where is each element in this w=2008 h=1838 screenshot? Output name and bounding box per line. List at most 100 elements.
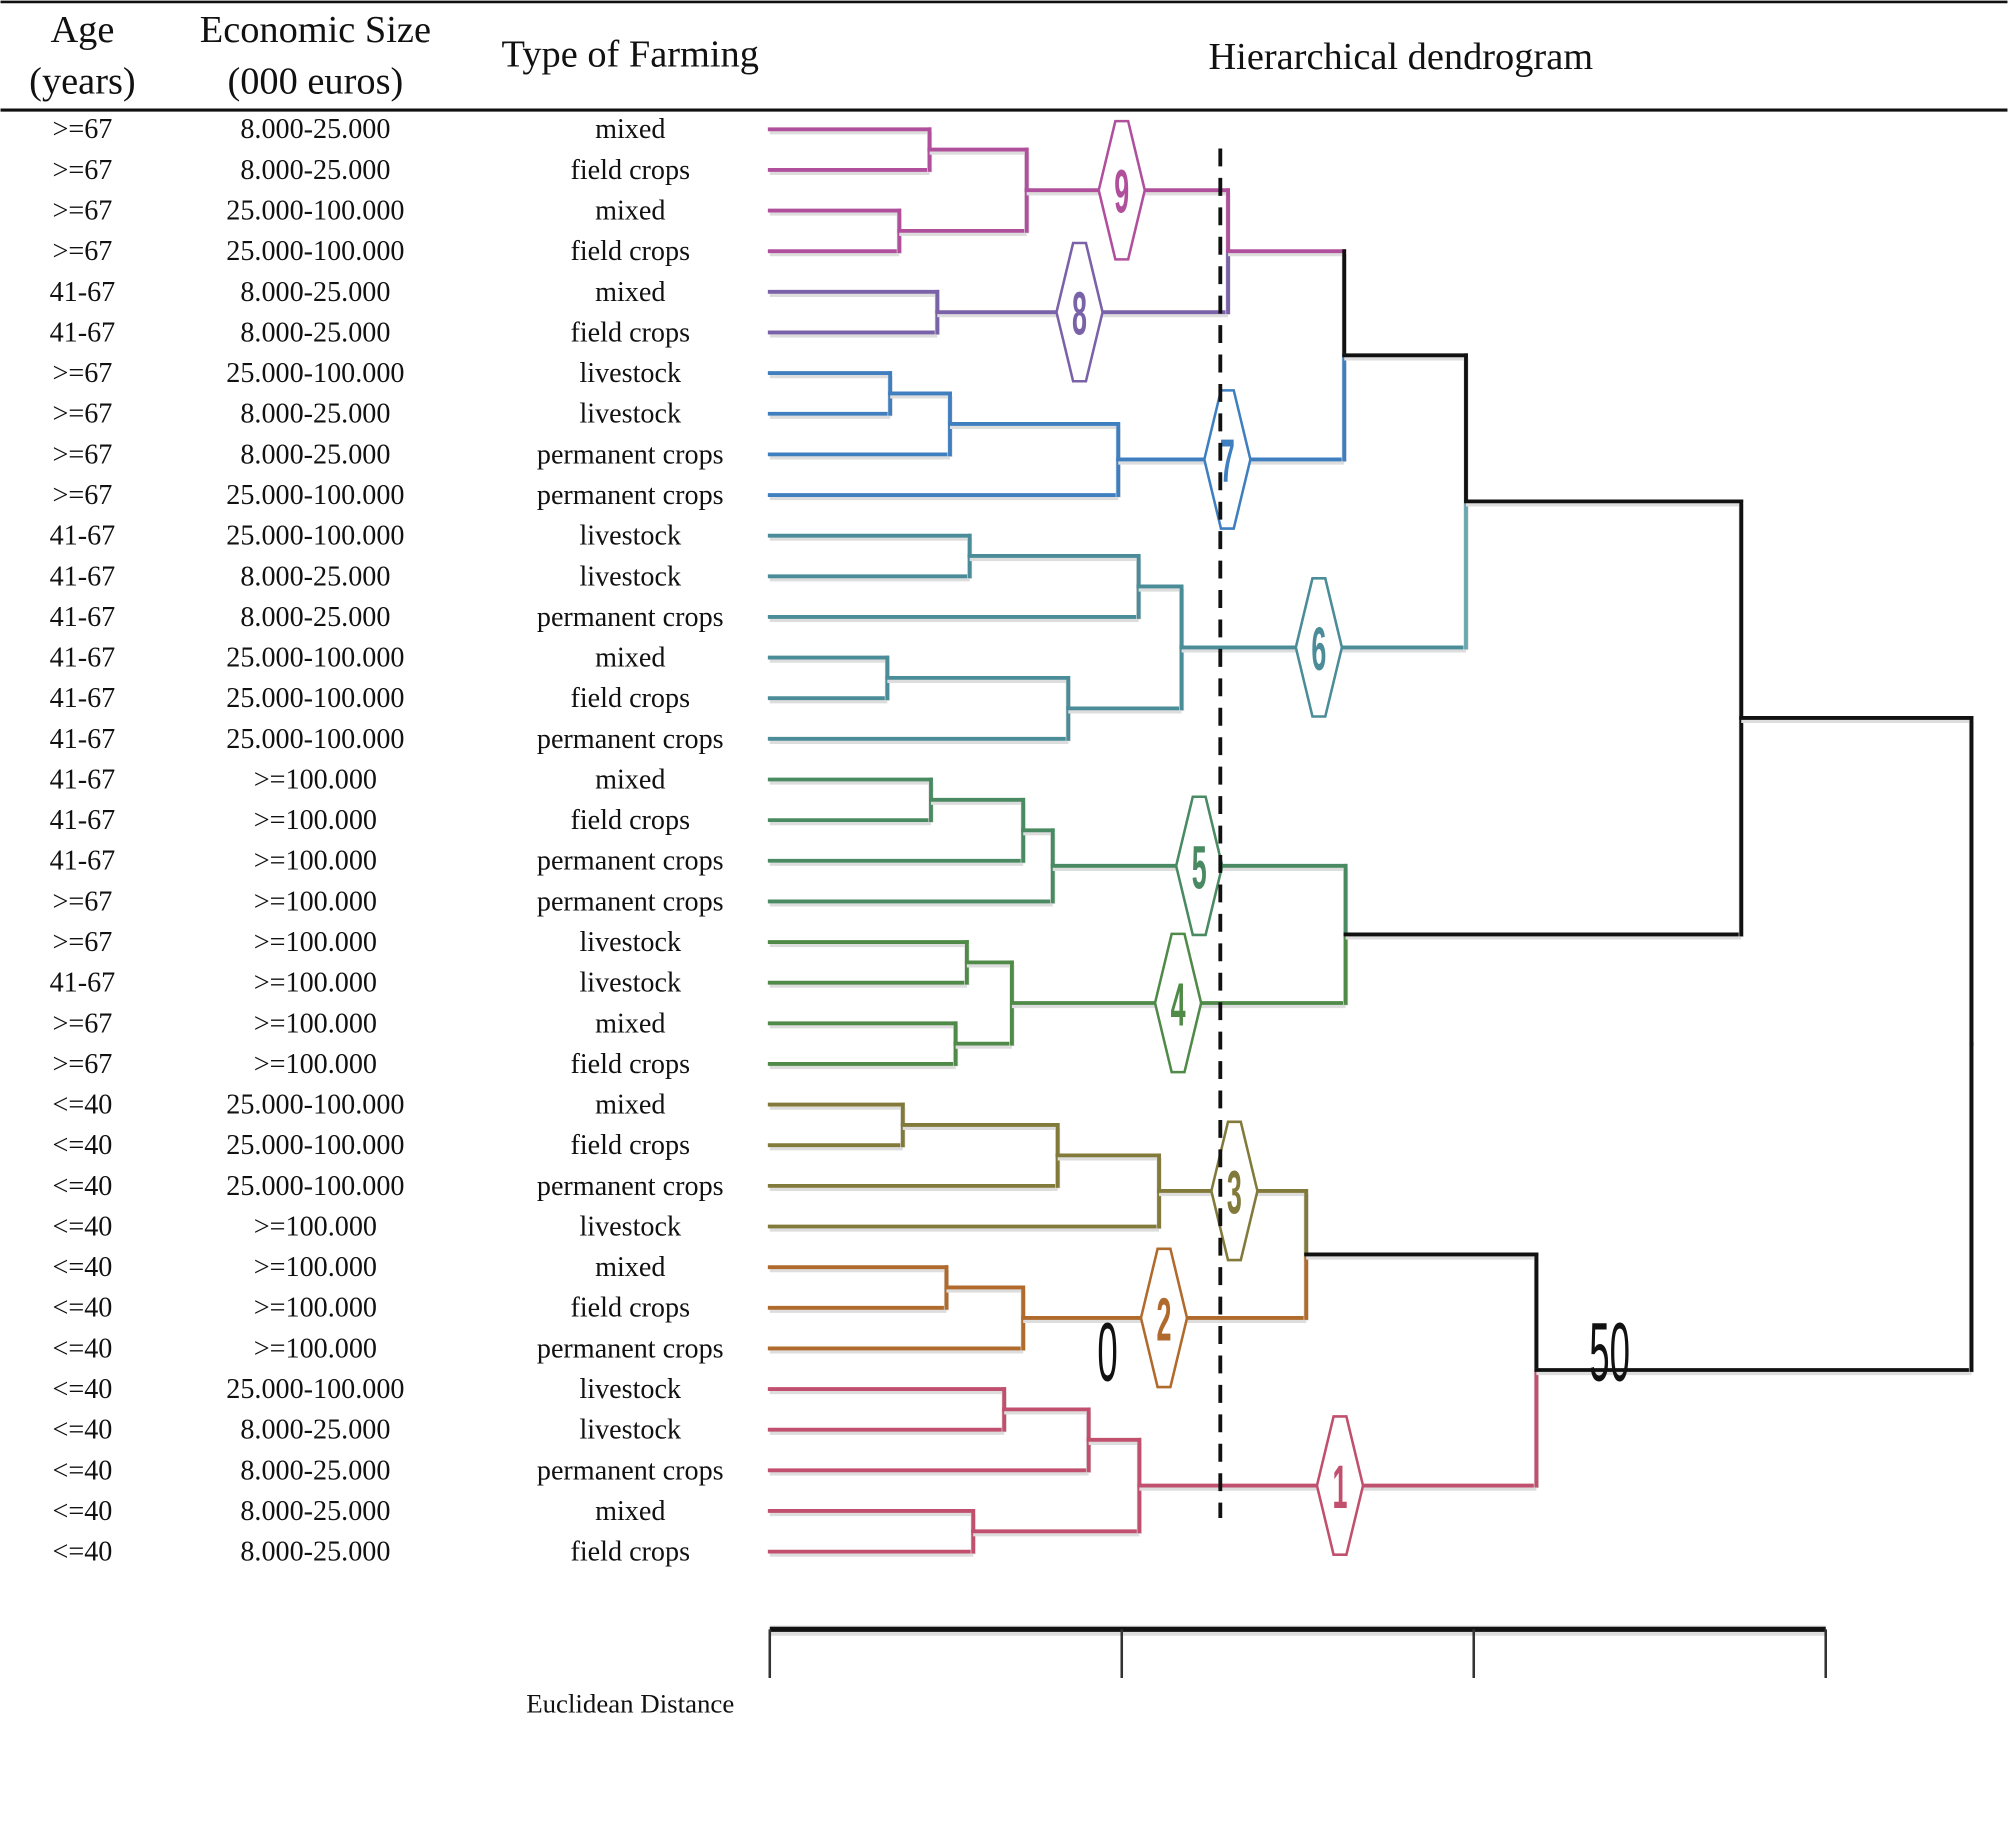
cell-economic-size: 8.000-25.000	[240, 277, 390, 308]
header-size-line1: Economic Size	[200, 9, 431, 51]
cell-economic-size: 8.000-25.000	[240, 155, 390, 186]
cell-economic-size: 25.000-100.000	[226, 1171, 404, 1202]
cell-farming-type: mixed	[595, 1496, 665, 1527]
cell-age: 41-67	[50, 561, 116, 592]
cell-age: 41-67	[50, 643, 116, 674]
cell-farming-type: livestock	[579, 521, 682, 552]
cluster-label-2: 2	[1157, 1286, 1172, 1355]
cell-farming-type: mixed	[595, 1252, 665, 1283]
header-age-line2: (years)	[29, 60, 136, 102]
cluster-label-4: 4	[1171, 971, 1186, 1040]
cell-age: >=67	[52, 927, 112, 958]
cell-age: >=67	[52, 358, 112, 389]
cell-age: <=40	[52, 1130, 112, 1161]
dendrogram-tree	[767, 127, 1975, 1557]
cell-farming-type: permanent crops	[537, 602, 724, 633]
leaf-table: >=67 8.000-25.000 mixed >=67 8.000-25.000 fie…	[50, 114, 724, 1567]
cell-economic-size: >=100.000	[254, 968, 377, 999]
cell-farming-type: mixed	[595, 643, 665, 674]
cluster-badge-4	[1153, 932, 1203, 1074]
cell-economic-size: 25.000-100.000	[226, 196, 404, 227]
cell-age: >=67	[52, 439, 112, 470]
cell-economic-size: 25.000-100.000	[226, 643, 404, 674]
chart-title: Hierarchical dendrogram	[1208, 36, 1593, 78]
cluster-badge-6	[1294, 577, 1344, 718]
cell-age: 41-67	[50, 521, 116, 552]
cell-age: <=40	[52, 1090, 112, 1121]
axis-tick-label: 0	[1097, 1306, 1117, 1399]
cell-age: 41-67	[50, 602, 116, 633]
cell-economic-size: 8.000-25.000	[240, 1455, 390, 1486]
cluster-badge-5	[1174, 795, 1224, 937]
cell-farming-type: livestock	[579, 968, 682, 999]
cell-economic-size: 25.000-100.000	[226, 480, 404, 511]
cluster-label-3: 3	[1227, 1159, 1242, 1228]
cluster-label-6: 6	[1311, 616, 1326, 685]
x-axis-label: Euclidean Distance	[526, 1689, 734, 1719]
x-axis: 050100150	[768, 1306, 1828, 1679]
cell-farming-type: field crops	[570, 236, 690, 267]
cell-economic-size: 8.000-25.000	[240, 1496, 390, 1527]
cell-economic-size: 8.000-25.000	[240, 1415, 390, 1446]
cell-economic-size: 8.000-25.000	[240, 114, 390, 145]
cell-age: <=40	[52, 1211, 112, 1242]
cell-farming-type: field crops	[570, 805, 690, 836]
cell-economic-size: 8.000-25.000	[240, 439, 390, 470]
cell-age: 41-67	[50, 724, 116, 755]
cell-age: 41-67	[50, 683, 116, 714]
cell-economic-size: 25.000-100.000	[226, 1374, 404, 1405]
cell-economic-size: 25.000-100.000	[226, 1130, 404, 1161]
cell-age: 41-67	[50, 846, 116, 877]
cell-economic-size: >=100.000	[254, 886, 377, 917]
cell-age: <=40	[52, 1496, 112, 1527]
cell-farming-type: livestock	[579, 1211, 682, 1242]
cell-age: <=40	[52, 1374, 112, 1405]
cell-economic-size: >=100.000	[254, 1333, 377, 1364]
cell-age: >=67	[52, 155, 112, 186]
cell-age: >=67	[52, 886, 112, 917]
header-size-line2: (000 euros)	[227, 60, 403, 102]
cell-economic-size: >=100.000	[254, 1049, 377, 1080]
cluster-badge-8	[1055, 241, 1104, 383]
cell-economic-size: 25.000-100.000	[226, 358, 404, 389]
cell-age: 41-67	[50, 277, 116, 308]
cluster-badge-9	[1097, 119, 1147, 261]
cluster-badge-1	[1315, 1415, 1365, 1556]
cell-farming-type: field crops	[570, 683, 690, 714]
cell-farming-type: livestock	[579, 358, 682, 389]
cell-economic-size: 25.000-100.000	[226, 521, 404, 552]
cell-farming-type: livestock	[579, 1415, 682, 1446]
cell-farming-type: mixed	[595, 114, 665, 145]
cell-economic-size: >=100.000	[254, 764, 377, 795]
cell-age: 41-67	[50, 968, 116, 999]
cell-age: <=40	[52, 1293, 112, 1324]
cell-economic-size: >=100.000	[254, 1211, 377, 1242]
cell-economic-size: 25.000-100.000	[226, 236, 404, 267]
cell-age: >=67	[52, 399, 112, 430]
header-type: Type of Farming	[502, 34, 759, 76]
cell-farming-type: field crops	[570, 317, 690, 348]
cell-age: >=67	[52, 1049, 112, 1080]
header-age-line1: Age	[50, 9, 114, 51]
cell-farming-type: field crops	[570, 1130, 690, 1161]
cell-economic-size: >=100.000	[254, 1252, 377, 1283]
cell-farming-type: mixed	[595, 196, 665, 227]
cluster-badge-2	[1139, 1247, 1189, 1389]
cluster-label-7: 7	[1220, 428, 1235, 497]
cell-economic-size: >=100.000	[254, 927, 377, 958]
cell-economic-size: 8.000-25.000	[240, 1537, 390, 1568]
cell-farming-type: permanent crops	[537, 724, 724, 755]
cell-economic-size: 25.000-100.000	[226, 683, 404, 714]
cluster-label-1: 1	[1333, 1454, 1348, 1523]
cell-farming-type: permanent crops	[537, 1455, 724, 1486]
cell-farming-type: permanent crops	[537, 886, 724, 917]
cell-age: <=40	[52, 1252, 112, 1283]
cell-age: <=40	[52, 1333, 112, 1364]
cell-age: <=40	[52, 1171, 112, 1202]
cell-farming-type: mixed	[595, 1090, 665, 1121]
cell-farming-type: permanent crops	[537, 480, 724, 511]
cell-farming-type: permanent crops	[537, 1171, 724, 1202]
cell-farming-type: permanent crops	[537, 1333, 724, 1364]
cell-economic-size: >=100.000	[254, 1008, 377, 1039]
